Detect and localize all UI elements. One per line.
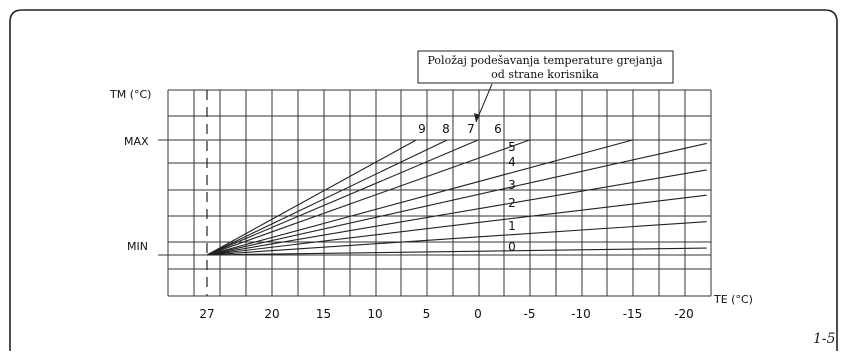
- curve-label-2: 2: [508, 196, 516, 210]
- heating-curve-8: [207, 140, 447, 255]
- curve-label-6: 6: [494, 122, 502, 136]
- curve-label-3: 3: [508, 178, 516, 192]
- x-tick-label: -20: [674, 307, 694, 321]
- x-tick-label: 27: [199, 307, 214, 321]
- heating-curve-6: [207, 140, 530, 255]
- curve-label-0: 0: [508, 240, 516, 254]
- x-tick-label: 15: [316, 307, 331, 321]
- curve-label-8: 8: [442, 122, 450, 136]
- x-tick-label: -5: [524, 307, 536, 321]
- x-tick-label: -10: [571, 307, 591, 321]
- y-axis-label: TM (°C): [109, 88, 151, 101]
- curve-label-4: 4: [508, 155, 516, 169]
- curve-label-1: 1: [508, 219, 516, 233]
- y-label-min: MIN: [127, 240, 148, 253]
- heating-curve-5: [207, 140, 633, 255]
- x-axis-label: TE (°C): [713, 293, 753, 306]
- heating-curve-9: [207, 140, 416, 255]
- callout-line-1: Položaj podešavanja temperature grejanja: [427, 54, 662, 67]
- figure-number: 1-5: [813, 331, 836, 347]
- callout-line-2: od strane korisnika: [491, 68, 599, 81]
- curve-label-7: 7: [467, 122, 475, 136]
- heating-curve-7: [207, 140, 478, 255]
- x-tick-label: 0: [474, 307, 482, 321]
- curve-number-labels: 0 1 2 3 456 7 8 9: [418, 122, 516, 254]
- x-tick-label: 20: [264, 307, 279, 321]
- curve-label-9: 9: [418, 122, 426, 136]
- x-tick-labels: 27 20 15 10 5 0 -5 -10 -15 -20: [199, 307, 693, 321]
- x-tick-label: -15: [623, 307, 643, 321]
- heating-curve-0: [207, 248, 707, 255]
- curve-label-5: 5: [508, 140, 516, 154]
- heating-curve-2: [207, 195, 707, 255]
- x-tick-label: 5: [423, 307, 431, 321]
- x-tick-label: 10: [367, 307, 382, 321]
- y-label-max: MAX: [124, 135, 149, 148]
- heating-curves: [207, 140, 707, 255]
